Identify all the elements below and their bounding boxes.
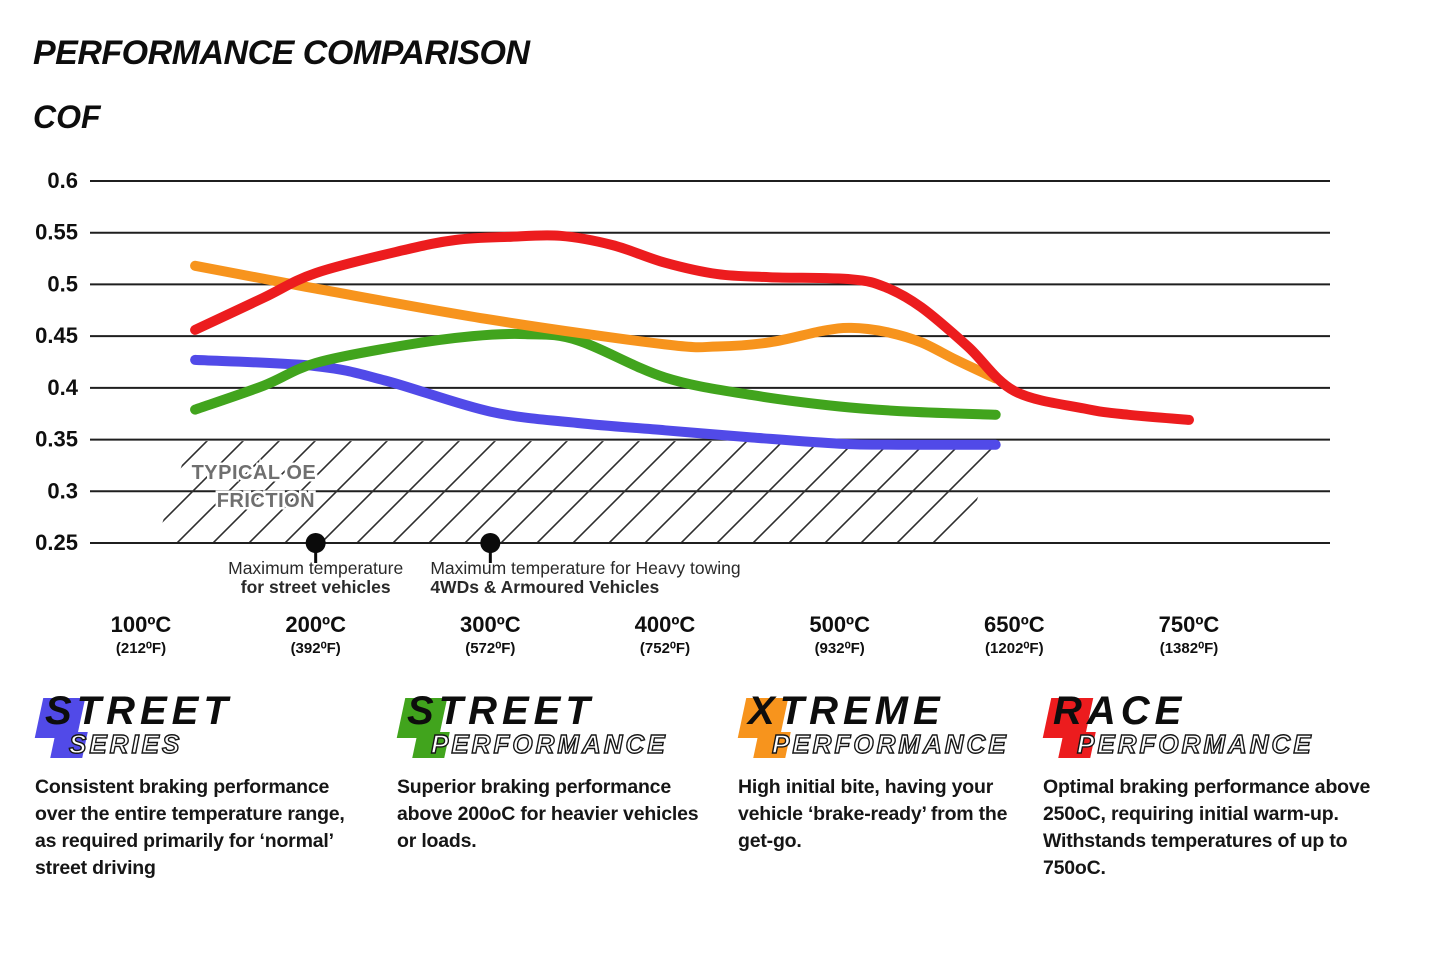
brand-logo: STREET SERIES — [34, 689, 365, 768]
logo-word1: XTREME — [748, 689, 945, 733]
y-tick-label: 0.35 — [35, 427, 78, 452]
product-legend: STREET SERIES Consistent braking perform… — [0, 689, 1445, 972]
marker-annotation: Maximum temperature for Heavy towing — [430, 558, 740, 578]
legend-description: Superior braking performance above 200oC… — [397, 776, 699, 852]
y-tick-label: 0.5 — [47, 271, 78, 296]
x-tick-sublabel: (1202⁰F) — [985, 640, 1044, 657]
x-tick-label: 300ºC — [460, 612, 521, 637]
temperature-marker — [480, 533, 501, 553]
oe-friction-label: TYPICAL OE — [192, 462, 317, 484]
brand-logo: STREET PERFORMANCE — [396, 689, 715, 768]
x-tick-sublabel: (572⁰F) — [465, 640, 515, 657]
x-tick-sublabel: (932⁰F) — [815, 640, 865, 657]
series-line-street-series — [190, 354, 1001, 450]
y-tick-label: 0.6 — [47, 168, 78, 193]
legend-item: STREET PERFORMANCE Superior braking perf… — [396, 689, 715, 852]
marker-annotation: 4WDs & Armoured Vehicles — [430, 577, 659, 597]
cof-vs-temperature-chart: 0.6 0.55 0.5 0.45 0.4 0.35 0.3 0.25 TYPICAL OE FR… — [35, 168, 1330, 657]
page-title: PERFORMANCE COMPARISON — [33, 34, 530, 72]
y-tick-label: 0.4 — [47, 375, 78, 400]
y-tick-label: 0.45 — [35, 323, 78, 348]
y-tick-label: 0.55 — [35, 220, 78, 245]
x-tick-label: 100ºC — [111, 612, 172, 637]
legend-description: High initial bite, having your vehicle ‘… — [738, 776, 1008, 852]
x-tick-label: 650ºC — [984, 612, 1045, 637]
x-tick-label: 500ºC — [809, 612, 870, 637]
logo-word1: STREET — [45, 689, 233, 733]
x-tick-sublabel: (212⁰F) — [116, 640, 166, 657]
brand-logo: XTREME PERFORMANCE — [737, 689, 1028, 768]
y-tick-label: 0.25 — [35, 530, 78, 555]
oe-friction-label: FRICTION — [217, 490, 315, 512]
logo-word2: PERFORMANCE — [771, 728, 1009, 759]
legend-description: Consistent braking performance over the … — [35, 776, 345, 879]
legend-item: RACE PERFORMANCE Optimal braking perform… — [1042, 689, 1373, 879]
temperature-marker — [305, 533, 326, 553]
x-tick-label: 750ºC — [1159, 612, 1220, 637]
logo-word1: RACE — [1053, 689, 1187, 733]
logo-word1: STREET — [407, 689, 595, 733]
x-tick-sublabel: (1382⁰F) — [1160, 640, 1219, 657]
legend-item: STREET SERIES Consistent braking perform… — [34, 689, 365, 879]
x-tick-sublabel: (392⁰F) — [291, 640, 341, 657]
logo-word2: PERFORMANCE — [430, 728, 668, 759]
x-tick-label: 200ºC — [285, 612, 346, 637]
x-tick-sublabel: (752⁰F) — [640, 640, 690, 657]
x-tick-label: 400ºC — [635, 612, 696, 637]
brand-logo: RACE PERFORMANCE — [1042, 689, 1373, 768]
series-line-race-performance — [190, 230, 1194, 425]
oe-friction-region — [155, 441, 997, 542]
legend-description: Optimal braking performance above 250oC,… — [1043, 776, 1371, 879]
logo-word2: SERIES — [68, 728, 183, 759]
series-line-street-performance — [190, 328, 1001, 420]
y-axis-title: COF — [33, 99, 101, 135]
legend-item: XTREME PERFORMANCE High initial bite, ha… — [737, 689, 1028, 852]
logo-word2: PERFORMANCE — [1076, 728, 1314, 759]
y-tick-label: 0.3 — [47, 478, 78, 503]
marker-annotation: for street vehicles — [241, 577, 391, 597]
series-line-xtreme-performance — [190, 260, 1001, 384]
marker-annotation: Maximum temperature — [228, 558, 403, 578]
